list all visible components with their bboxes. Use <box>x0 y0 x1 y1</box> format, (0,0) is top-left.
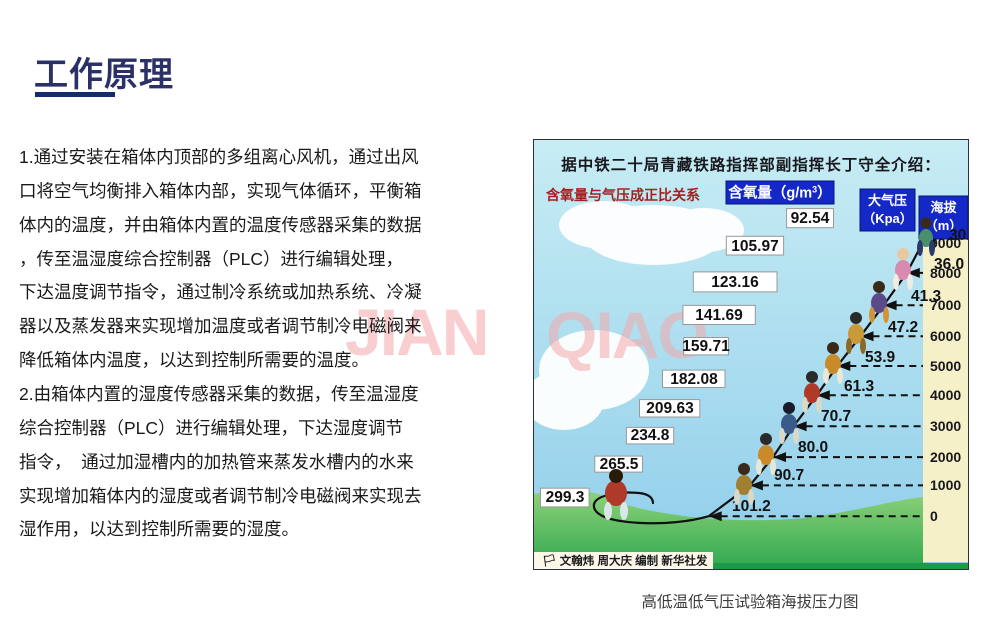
svg-text:0: 0 <box>930 508 938 524</box>
svg-text:🏳 文翰炜 周大庆 编制 新华社发: 🏳 文翰炜 周大庆 编制 新华社发 <box>542 554 708 568</box>
svg-text:47.2: 47.2 <box>888 319 918 336</box>
svg-text:209.63: 209.63 <box>646 400 694 417</box>
svg-text:159.71: 159.71 <box>682 338 730 355</box>
svg-text:70.7: 70.7 <box>821 408 851 425</box>
svg-text:53.9: 53.9 <box>865 349 896 366</box>
svg-text:2000: 2000 <box>930 449 961 465</box>
svg-text:6000: 6000 <box>930 328 961 344</box>
svg-text:182.08: 182.08 <box>670 371 718 388</box>
svg-text:234.8: 234.8 <box>631 427 670 444</box>
svg-text:海拔: 海拔 <box>930 200 957 215</box>
svg-text:105.97: 105.97 <box>731 238 778 255</box>
svg-text:36.0: 36.0 <box>934 256 964 273</box>
svg-text:4000: 4000 <box>930 387 961 403</box>
svg-text:1000: 1000 <box>930 477 961 493</box>
svg-text:41.3: 41.3 <box>911 288 942 305</box>
svg-text:90.7: 90.7 <box>774 467 804 484</box>
svg-text:299.3: 299.3 <box>546 489 585 506</box>
svg-text:3000: 3000 <box>930 418 961 434</box>
svg-text:92.54: 92.54 <box>791 210 830 227</box>
svg-text:123.16: 123.16 <box>711 274 759 291</box>
svg-text:30.7: 30.7 <box>949 227 968 244</box>
svg-text:含氧量与气压成正比关系: 含氧量与气压成正比关系 <box>546 187 700 203</box>
svg-text:5000: 5000 <box>930 358 961 374</box>
svg-text:61.3: 61.3 <box>844 378 875 395</box>
svg-text:（Kpa）: （Kpa） <box>862 211 913 226</box>
svg-text:大气压: 大气压 <box>868 193 907 208</box>
svg-text:据中铁二十局青藏铁路指挥部副指挥长丁守全介绍：: 据中铁二十局青藏铁路指挥部副指挥长丁守全介绍： <box>561 155 941 174</box>
svg-text:141.69: 141.69 <box>695 307 743 324</box>
svg-text:80.0: 80.0 <box>798 439 828 456</box>
